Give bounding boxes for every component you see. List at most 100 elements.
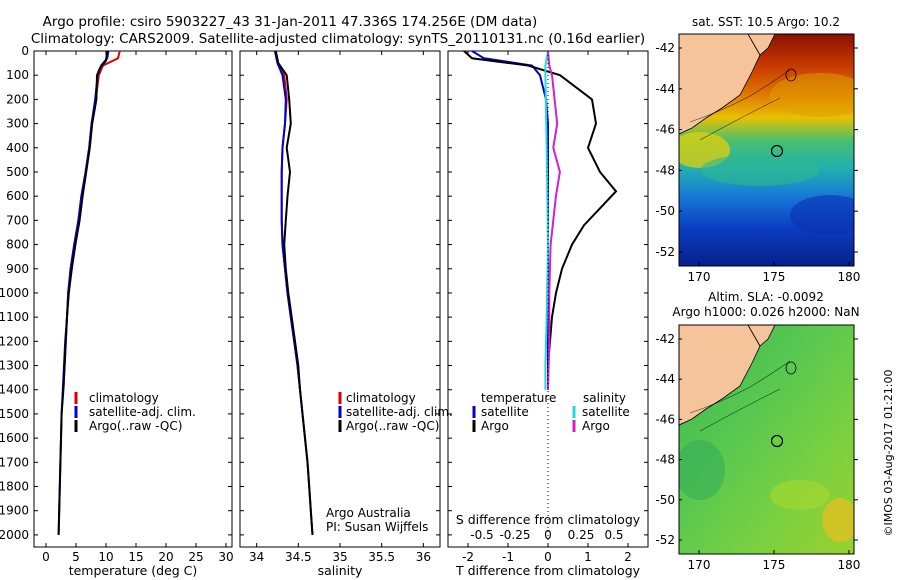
argo-position-marker [770,434,784,448]
map-lat-label: -50 [655,493,675,507]
sla-patch [822,498,854,542]
series-line-satellite-adj-clim- [57,50,110,535]
credit-line-1: Argo Australia [326,506,411,520]
sst-map [679,34,854,266]
series-line-argo-raw-qc- [274,50,314,535]
x-tick-label: 15 [128,550,143,564]
difference-axis: -2 -1 0 1 2 [448,50,648,564]
depth-tick-label: 600 [6,189,29,203]
bathymetry-contour [689,69,791,141]
depth-tick-label: 300 [6,117,29,131]
map-lon-label: 175 [763,270,786,284]
series-line-climatology [274,50,301,390]
depth-tick-label: 900 [6,262,29,276]
depth-tick-label: 800 [6,238,29,252]
difference-xlabel: T difference from climatology [455,563,641,578]
x-tick-label: -2 [462,550,474,564]
depth-tick-label: 1400 [0,383,29,397]
sla-patch [679,440,725,500]
sla-map-axes: -42 -44 -46 -48 -50 -52 170 175 180 [655,332,860,572]
legend-salinity-heading: salinity [583,391,626,405]
legend-s-argo-label: Argo [582,419,610,433]
argo-position-marker [770,144,784,158]
sst-map-frame [678,33,855,267]
legend-t-argo-label: Argo [481,419,509,433]
sla-map-title-2: Argo h1000: 0.026 h2000: NaN [672,305,859,319]
series-line-climatology [62,50,121,390]
x-tick-label: 34.5 [285,550,312,564]
sst-map-axes: -42 -44 -46 -48 -50 -52 170 175 180 [655,41,860,284]
x-tick-label: 1 [584,550,592,564]
depth-tick-label: 200 [6,92,29,106]
map-lat-label: -42 [655,41,675,55]
x-tick-label: 36 [416,550,431,564]
depth-tick-label: 700 [6,213,29,227]
island-outline [785,68,797,82]
map-lat-label: -48 [655,453,675,467]
map-lon-label: 170 [688,270,711,284]
depth-axis: 0 100 200 300 400 500 600 700 800 900 1000 1100 1200… [0,44,29,542]
difference-legend: temperature salinity satellite Argo sate… [472,391,630,433]
x-tick-label: 10 [98,550,113,564]
depth-tick-label: 500 [6,165,29,179]
temperature-panel-frame [33,50,233,548]
x-tick-label: 5 [72,550,80,564]
x-tick-label: 25 [188,550,203,564]
title-line-1: Argo profile: csiro 5903227_43 31-Jan-20… [43,14,538,30]
legend-argo-label: Argo(..raw -QC) [89,419,182,433]
x-tick-label: 35.5 [368,550,395,564]
depth-tick-label: 1800 [0,480,29,494]
salinity-panel-frame [239,50,441,548]
salinity-xlabel: salinity [318,563,363,578]
s-difference-tick-label: -0.25 [499,528,530,542]
sst-patch [700,154,820,186]
temperature-axis: 0 5 10 15 20 25 30 [34,50,234,564]
salinity-axis: 34 34.5 35 35.5 36 [240,50,440,564]
legend-t-satellite-label: satellite [481,405,529,419]
temperature-legend: climatology satellite-adj. clim. Argo(..… [74,391,196,433]
temperature-curves [57,50,121,535]
sla-map-frame [678,324,855,555]
map-lon-label: 175 [763,558,786,572]
map-lon-label: 180 [837,270,860,284]
x-tick-label: 20 [158,550,173,564]
map-lat-label: -52 [655,245,675,259]
x-tick-label: 35 [332,550,347,564]
x-tick-label: 0 [42,550,50,564]
legend-s-satellite-label: satellite [582,405,630,419]
credit-line-2: PI: Susan Wijffels [326,520,428,534]
depth-tick-label: 1100 [0,310,29,324]
salinity-legend: climatology satellite-adj. clim. Argo(..… [326,391,453,534]
s-difference-tick-labels: -0.5 -0.25 0 0.25 0.5 [470,528,623,542]
series-line-temperature-argo [463,50,618,390]
map-lon-label: 180 [837,558,860,572]
temperature-xlabel: temperature (deg C) [69,563,198,578]
sst-patch [770,73,854,117]
depth-tick-label: 2000 [0,528,29,542]
land-coast [747,325,776,347]
map-lat-label: -42 [655,332,675,346]
x-tick-label: -1 [502,550,514,564]
title-line-2: Climatology: CARS2009. Satellite-adjuste… [31,31,645,47]
land-coast [747,34,776,56]
depth-tick-label: 1200 [0,334,29,348]
depth-tick-label: 1300 [0,359,29,373]
sst-patch [790,195,854,235]
map-lat-label: -50 [655,204,675,218]
sla-patch [770,480,830,510]
legend-satellite-label: satellite-adj. clim. [89,405,196,419]
legend-climatology-label: climatology [89,391,159,405]
sla-map-title-1: Altim. SLA: -0.0092 [708,290,824,304]
difference-top-label: S difference from climatology [456,512,641,527]
x-tick-label: 34 [249,550,264,564]
island-outline [785,361,797,375]
salinity-curves [274,50,314,535]
map-lat-label: -46 [655,123,675,137]
series-line-temperature-satellite [471,50,549,390]
map-lat-label: -48 [655,163,675,177]
legend-argo-label: Argo(..raw -QC) [346,419,439,433]
depth-tick-label: 1600 [0,431,29,445]
depth-tick-label: 1900 [0,504,29,518]
depth-tick-label: 400 [6,141,29,155]
